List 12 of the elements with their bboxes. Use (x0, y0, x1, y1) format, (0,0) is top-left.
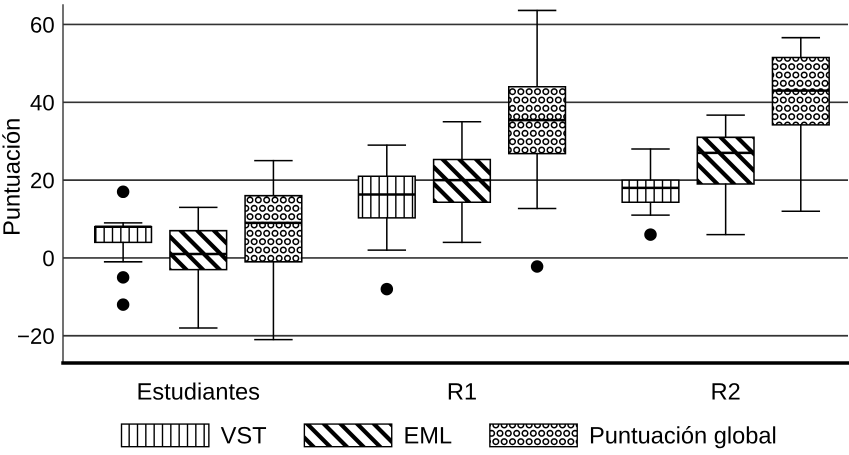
x-tick-label: R2 (712, 383, 740, 400)
y-tick-label: 40 (30, 94, 54, 111)
legend-label: Puntuación global (590, 426, 776, 448)
y-tick-label: −20 (18, 328, 54, 344)
x-tick-label: R1 (448, 383, 476, 400)
y-tick-label: 0 (43, 250, 54, 266)
x-tick-label: Estudiantes (138, 382, 260, 400)
legend-label: VST (220, 426, 266, 444)
y-tick-label: 20 (31, 172, 54, 188)
legend-label: EML (405, 427, 452, 444)
y-tick-label: 60 (31, 16, 54, 33)
y-axis-title: Puntuación (2, 119, 20, 234)
